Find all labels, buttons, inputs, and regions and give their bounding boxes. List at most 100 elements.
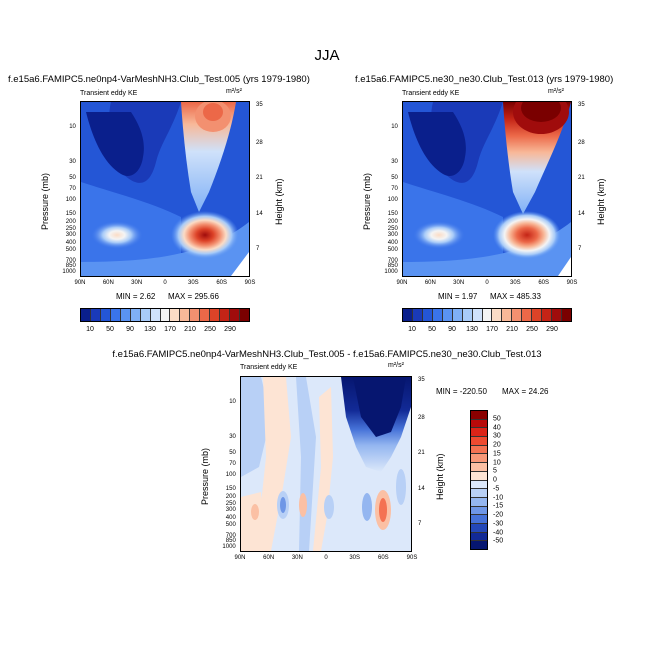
panel1-subtitle: Transient eddy KE xyxy=(80,90,138,97)
panel2-x-tick-30N: 30N xyxy=(453,280,465,286)
panel1-pressure-tick-250: 250 xyxy=(65,226,76,233)
cbar2-swatch xyxy=(532,309,543,321)
cbar3-swatch xyxy=(471,489,487,498)
cbar2-swatch xyxy=(492,309,503,321)
panel1-pressure-tick-50: 50 xyxy=(69,175,76,182)
panel3-height-tick-35: 35 xyxy=(418,377,425,384)
panel1-min: MIN = 2.62 xyxy=(116,292,156,301)
cbar1-label-210: 210 xyxy=(184,326,196,333)
cbar3-swatch xyxy=(471,411,487,420)
panel3-min: MIN = -220.50 xyxy=(436,387,487,396)
panel1-ylabel: Pressure (mb) xyxy=(40,172,50,230)
panel2-height-tick-35: 35 xyxy=(578,102,585,109)
panel3-x-tick-90N: 90N xyxy=(234,555,246,561)
cbar1-swatch xyxy=(190,309,201,321)
cbar3-label-20: 20 xyxy=(493,441,501,449)
cbar3-swatch xyxy=(471,437,487,446)
panel3-height-tick-14: 14 xyxy=(418,485,425,492)
cbar3-swatch xyxy=(471,419,487,429)
cbar1-swatch xyxy=(150,309,161,321)
panel2-min: MIN = 1.97 xyxy=(438,292,478,301)
cbar2-label-50: 50 xyxy=(428,326,436,333)
panel2-colorbar xyxy=(402,308,572,322)
panel2-units: m²/s² xyxy=(548,88,564,95)
panel3-ylabel: Pressure (mb) xyxy=(200,447,210,505)
cbar3-label-10: 10 xyxy=(493,459,501,466)
panel2-pressure-tick-400: 400 xyxy=(387,240,398,247)
panel1-pressure-tick-500: 500 xyxy=(65,247,76,254)
cbar3-swatch xyxy=(471,541,487,549)
cbar3-swatch xyxy=(471,515,487,524)
panel2-title: f.e15a6.FAMIPC5.ne30_ne30.Club_Test.013 … xyxy=(355,74,614,85)
panel2-pressure-tick-1000: 1000 xyxy=(384,268,398,275)
cbar1-swatch xyxy=(170,309,181,321)
panel2-max: MAX = 485.33 xyxy=(490,292,541,301)
panel3-height-tick-28: 28 xyxy=(418,415,425,422)
cbar1-swatch xyxy=(230,309,240,321)
panel2-x-tick-0: 0 xyxy=(485,280,489,286)
panel2-subtitle: Transient eddy KE xyxy=(402,90,460,97)
panel1-title: f.e15a6.FAMIPC5.ne0np4-VarMeshNH3.Club_T… xyxy=(8,74,310,85)
cbar1-label-170: 170 xyxy=(164,326,176,333)
panel1-plot xyxy=(80,101,250,277)
cbar2-swatch xyxy=(412,309,423,321)
cbar2-swatch xyxy=(422,309,433,321)
cbar3-swatch xyxy=(471,445,487,455)
panel1-pressure-tick-200: 200 xyxy=(65,219,76,226)
cbar2-label-10: 10 xyxy=(408,326,416,333)
panel1-height-tick-35: 35 xyxy=(256,102,263,109)
panel1-ylabel-right: Height (km) xyxy=(274,178,284,225)
cbar3-label-0: 0 xyxy=(493,476,497,484)
panel1-height-tick-21: 21 xyxy=(256,175,263,182)
panel1-height-tick-28: 28 xyxy=(256,140,263,147)
panel3-pressure-tick-150: 150 xyxy=(225,485,236,492)
panel1-pressure-tick-100: 100 xyxy=(65,197,76,204)
panel3-ylabel-right: Height (km) xyxy=(435,453,445,500)
panel2-x-tick-60N: 60N xyxy=(424,280,436,286)
cbar1-label-290: 290 xyxy=(224,326,236,333)
panel2-pressure-tick-200: 200 xyxy=(387,219,398,226)
cbar1-label-130: 130 xyxy=(144,326,156,333)
panel2-pressure-tick-850: 850 xyxy=(387,263,398,270)
cbar3-swatch xyxy=(471,497,487,507)
cbar2-swatch xyxy=(552,309,562,321)
panel3-pressure-tick-500: 500 xyxy=(225,522,236,529)
panel3-plot xyxy=(240,376,412,552)
panel3-pressure-tick-200: 200 xyxy=(225,494,236,501)
cbar1-swatch xyxy=(240,309,249,321)
cbar2-swatch xyxy=(482,309,493,321)
panel2-pressure-tick-70: 70 xyxy=(391,185,398,192)
cbar2-swatch xyxy=(432,309,443,321)
panel3-x-tick-30N: 30N xyxy=(291,555,303,561)
panel3-max: MAX = 24.26 xyxy=(502,387,549,396)
cbar2-swatch xyxy=(442,309,453,321)
panel3-pressure-tick-700: 700 xyxy=(225,533,236,540)
cbar1-swatch xyxy=(220,309,231,321)
panel3-pressure-tick-50: 50 xyxy=(229,450,236,457)
panel2-plot xyxy=(402,101,572,277)
cbar1-swatch xyxy=(110,309,121,321)
panel2-height-tick-28: 28 xyxy=(578,140,585,147)
panel1-x-tick-30S: 30S xyxy=(187,280,199,286)
panel1-x-tick-90S: 90S xyxy=(244,280,256,286)
panel2-pressure-tick-700: 700 xyxy=(387,258,398,265)
cbar1-swatch xyxy=(130,309,141,321)
panel2-pressure-tick-10: 10 xyxy=(391,124,398,131)
cbar3-label--10: -10 xyxy=(493,494,504,501)
panel1-pressure-tick-10: 10 xyxy=(69,124,76,131)
cbar3-swatch xyxy=(471,532,487,542)
cbar3-swatch xyxy=(471,523,487,533)
cbar3-label-40: 40 xyxy=(493,424,501,431)
panel1-pressure-tick-850: 850 xyxy=(65,263,76,270)
panel3-units: m²/s² xyxy=(388,362,404,369)
panel1-pressure-tick-150: 150 xyxy=(65,210,76,217)
cbar1-swatch xyxy=(100,309,111,321)
panel1-height-tick-7: 7 xyxy=(256,245,260,252)
cbar3-label--40: -40 xyxy=(493,529,504,536)
cbar2-label-90: 90 xyxy=(448,326,456,333)
panel3-x-tick-60N: 60N xyxy=(263,555,275,561)
panel3-x-tick-30S: 30S xyxy=(349,555,360,561)
cbar2-swatch xyxy=(452,309,463,321)
panel3-x-tick-90S: 90S xyxy=(406,555,418,561)
panel3-pressure-tick-10: 10 xyxy=(229,399,236,406)
